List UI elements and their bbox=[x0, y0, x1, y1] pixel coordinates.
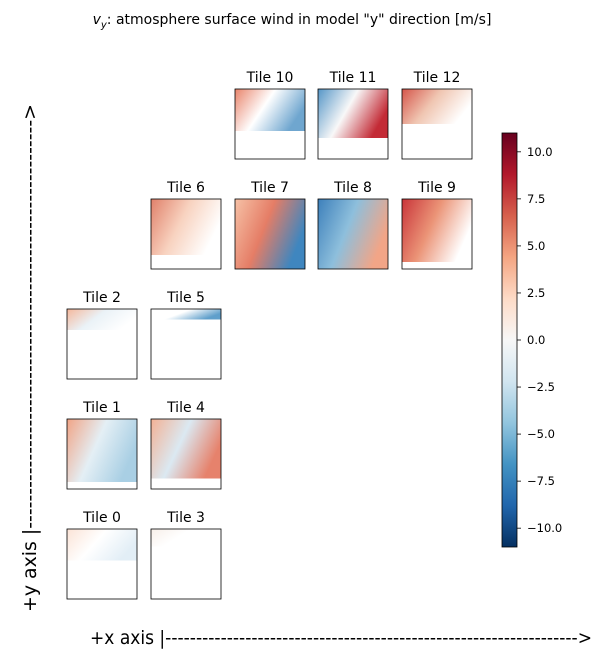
tile-title: Tile 3 bbox=[166, 510, 205, 526]
colorbar-tick-label: 7.5 bbox=[527, 192, 545, 206]
tile-image bbox=[67, 529, 137, 561]
tile-image bbox=[402, 199, 472, 262]
tile-image bbox=[67, 419, 137, 482]
tile-title: Tile 6 bbox=[166, 180, 205, 196]
tile-frame bbox=[66, 308, 138, 380]
colorbar-tick-label: −10.0 bbox=[527, 521, 562, 535]
colorbar-tick-label: −5.0 bbox=[527, 427, 555, 441]
tile-image bbox=[151, 199, 221, 255]
tile-frame bbox=[150, 198, 222, 270]
title-symbol: v bbox=[93, 12, 102, 28]
tile-frame bbox=[150, 418, 222, 490]
tile-image bbox=[67, 309, 137, 330]
tile-frame bbox=[401, 88, 473, 160]
colorbar-tick-label: −2.5 bbox=[527, 380, 555, 394]
tile-title: Tile 10 bbox=[246, 70, 294, 86]
tile-frame bbox=[150, 308, 222, 380]
colorbar bbox=[501, 132, 518, 548]
title: vy: atmosphere surface wind in model "y"… bbox=[93, 12, 492, 31]
tile-frame bbox=[66, 418, 138, 490]
tile-image bbox=[151, 309, 221, 320]
tile-frame bbox=[401, 198, 473, 270]
x-axis-label: +x axis |-------------------------------… bbox=[90, 627, 592, 649]
tile-title: Tile 7 bbox=[250, 180, 289, 196]
tile-title: Tile 8 bbox=[333, 180, 372, 196]
tile-frame bbox=[234, 198, 306, 270]
y-axis-label: +y axis |-------------------------------… bbox=[19, 104, 41, 612]
tile-frame bbox=[234, 88, 306, 160]
tile-frame bbox=[66, 528, 138, 600]
tile-title: Tile 1 bbox=[82, 400, 121, 416]
tile-title: Tile 4 bbox=[166, 400, 205, 416]
tile-frame bbox=[317, 88, 389, 160]
tile-image bbox=[235, 199, 305, 269]
tile-image bbox=[151, 529, 221, 547]
title-text: : atmosphere surface wind in model "y" d… bbox=[107, 12, 492, 28]
title-subscript: y bbox=[100, 20, 108, 31]
colorbar-tick-label: 5.0 bbox=[527, 239, 545, 253]
colorbar-tick-label: 10.0 bbox=[527, 145, 553, 159]
tile-image bbox=[318, 199, 388, 269]
tile-title: Tile 12 bbox=[413, 70, 461, 86]
tile-title: Tile 11 bbox=[329, 70, 377, 86]
tile-title: Tile 9 bbox=[417, 180, 456, 196]
tile-title: Tile 0 bbox=[82, 510, 121, 526]
tile-image bbox=[151, 419, 221, 479]
tile-frame bbox=[317, 198, 389, 270]
tile-title: Tile 2 bbox=[82, 290, 121, 306]
colorbar-tick-label: −7.5 bbox=[527, 474, 555, 488]
colorbar-tick-label: 2.5 bbox=[527, 286, 545, 300]
colorbar-tick-label: 0.0 bbox=[527, 333, 545, 347]
tile-title: Tile 5 bbox=[166, 290, 205, 306]
tile-image bbox=[235, 89, 305, 131]
tile-image bbox=[318, 89, 388, 138]
tile-image bbox=[402, 89, 472, 124]
tile-frame bbox=[150, 528, 222, 600]
